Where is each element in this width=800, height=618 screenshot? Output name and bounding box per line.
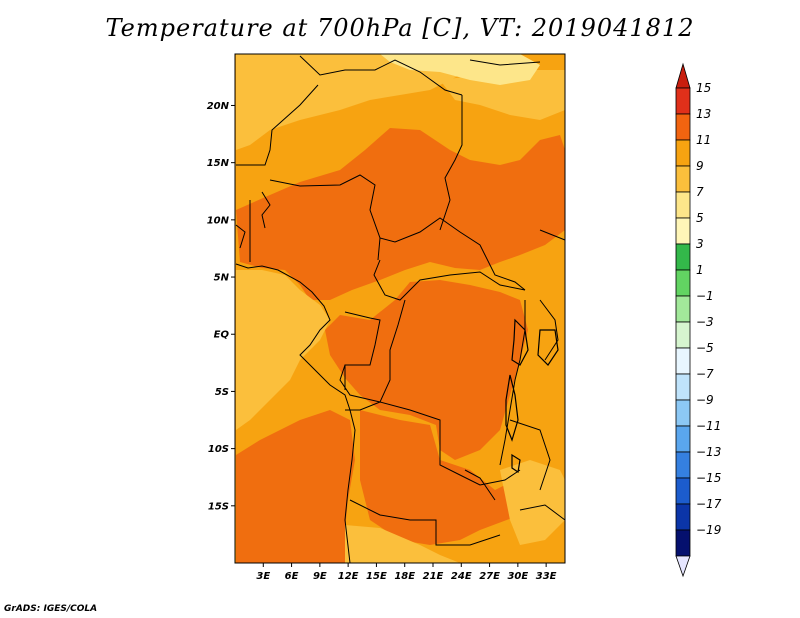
country-borders — [235, 55, 566, 564]
colorbar-swatch — [675, 191, 691, 219]
colorbar-swatch — [675, 477, 691, 505]
colorbar-swatch — [675, 165, 691, 193]
lat-label: 5N — [214, 273, 230, 284]
map-title: Temperature at 700hPa [C], VT: 201904181… — [105, 14, 695, 42]
lat-label: EQ — [214, 330, 230, 341]
colorbar-swatch — [675, 347, 691, 375]
colorbar-swatch — [675, 113, 691, 141]
lon-label: 18E — [394, 571, 415, 582]
map-panel — [234, 53, 566, 564]
lon-label: 9E — [313, 571, 327, 582]
colorbar-label: −11 — [696, 419, 721, 433]
colorbar-swatch — [675, 373, 691, 401]
colorbar-swatch — [675, 529, 691, 557]
lon-label: 30E — [507, 571, 528, 582]
grads-credit: GrADS: IGES/COLA — [4, 604, 98, 614]
colorbar-swatch — [675, 295, 691, 323]
colorbar-label: −13 — [696, 445, 721, 459]
colorbar-swatch — [675, 425, 691, 453]
temperature-field-11-13 — [236, 128, 565, 563]
lon-label: 27E — [479, 571, 500, 582]
lon-label: 33E — [536, 571, 557, 582]
colorbar-label: 3 — [696, 237, 704, 251]
colorbar-label: 5 — [696, 211, 704, 225]
colorbar-label: −9 — [696, 393, 714, 407]
colorbar-label: −15 — [696, 471, 721, 485]
lon-label: 24E — [451, 571, 472, 582]
colorbar-swatch — [675, 87, 691, 115]
latitude-axis: 20N 15N 10N 5N EQ 5S 10S 15S — [207, 101, 235, 512]
colorbar-swatch — [675, 269, 691, 297]
colorbar-label: 13 — [696, 107, 711, 121]
lat-label: 15N — [207, 158, 230, 169]
colorbar-swatch — [675, 139, 691, 167]
colorbar-label: −3 — [696, 315, 714, 329]
colorbar-swatch — [675, 399, 691, 427]
lat-label: 5S — [215, 387, 229, 398]
temperature-field-7-9 — [236, 54, 565, 563]
lon-label: 3E — [256, 571, 270, 582]
colorbar-bottom-arrow — [675, 555, 691, 578]
colorbar-label: 9 — [696, 159, 704, 173]
lon-label: 6E — [285, 571, 299, 582]
longitude-axis: 3E 6E 9E 12E 15E 18E 21E 24E 27E 30E 33E — [256, 563, 557, 582]
colorbar-swatch — [675, 503, 691, 531]
colorbar-swatch — [675, 243, 691, 271]
colorbar: 15 13 11 9 7 5 3 1 −1 −3 −5 −7 −9 −11 −13 −15 −17 −19 — [675, 62, 722, 578]
colorbar-label: −1 — [696, 289, 714, 303]
colorbar-label: 1 — [696, 263, 704, 277]
lat-label: 10S — [208, 444, 229, 455]
colorbar-swatch — [675, 321, 691, 349]
colorbar-label: −5 — [696, 341, 714, 355]
colorbar-label: 15 — [696, 81, 711, 95]
colorbar-top-arrow — [675, 62, 691, 89]
lat-label: 10N — [207, 215, 230, 226]
lat-label: 15S — [208, 501, 229, 512]
colorbar-swatch — [675, 451, 691, 479]
temperature-field-5-7 — [380, 54, 540, 85]
lakes — [505, 318, 559, 474]
colorbar-label: −17 — [696, 497, 722, 511]
colorbar-label: −7 — [696, 367, 714, 381]
map-frame — [234, 53, 566, 564]
colorbar-label: −19 — [696, 523, 721, 537]
lon-label: 21E — [423, 571, 444, 582]
colorbar-label: 7 — [696, 185, 704, 199]
lat-label: 20N — [207, 101, 230, 112]
lon-label: 12E — [338, 571, 359, 582]
colorbar-swatch — [675, 217, 691, 245]
colorbar-label: 11 — [696, 133, 711, 147]
lon-label: 15E — [366, 571, 387, 582]
